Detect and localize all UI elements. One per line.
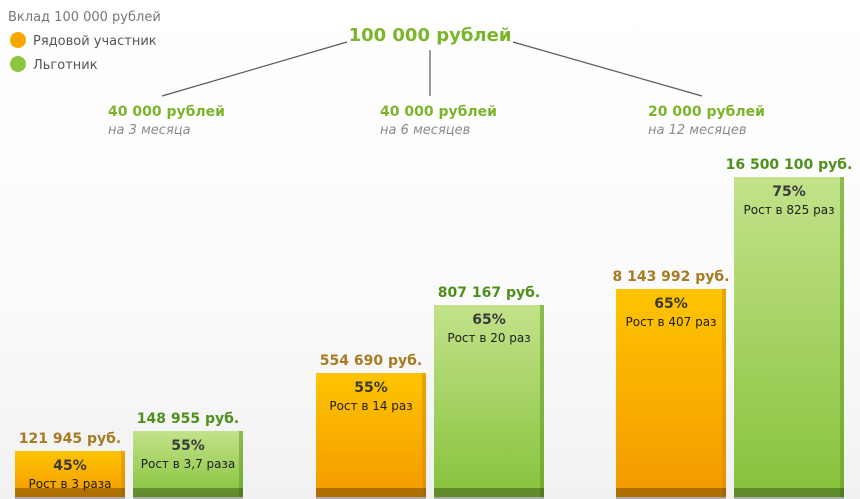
bar-regular-3 xyxy=(616,289,726,497)
value-label-regular-2: 554 690 руб. xyxy=(320,353,422,369)
bar-base-privileged-2 xyxy=(434,488,544,499)
connector-left xyxy=(161,41,348,97)
growth-label-regular-3: Рост в 407 раз xyxy=(626,315,717,329)
legend-swatch-green xyxy=(10,56,26,72)
bar-base-privileged-1 xyxy=(133,488,243,499)
value-label-privileged-1: 148 955 руб. xyxy=(137,411,239,427)
group-3-term: на 12 месяцев xyxy=(648,123,747,138)
legend-label-privileged: Льготник xyxy=(33,58,98,73)
legend-swatch-orange xyxy=(10,32,26,48)
growth-label-regular-1: Рост в 3 раза xyxy=(28,477,111,491)
percent-label-privileged-1: 55% xyxy=(171,438,205,454)
percent-label-regular-3: 65% xyxy=(654,296,688,312)
value-label-regular-1: 121 945 руб. xyxy=(19,431,121,447)
bar-edge-regular-2 xyxy=(422,373,426,497)
growth-label-privileged-1: Рост в 3,7 раза xyxy=(141,457,235,471)
value-label-regular-3: 8 143 992 руб. xyxy=(612,269,729,285)
bar-edge-privileged-2 xyxy=(540,305,544,497)
value-label-privileged-3: 16 500 100 руб. xyxy=(726,157,853,173)
bar-base-regular-2 xyxy=(316,488,426,499)
group-1-term: на 3 месяца xyxy=(108,123,191,138)
growth-label-privileged-3: Рост в 825 раз xyxy=(744,203,835,217)
value-label-privileged-2: 807 167 руб. xyxy=(438,285,540,301)
bar-edge-regular-3 xyxy=(722,289,726,497)
group-2-term: на 6 месяцев xyxy=(380,123,470,138)
percent-label-regular-2: 55% xyxy=(354,380,388,396)
bar-regular-1 xyxy=(15,451,125,497)
bar-base-privileged-3 xyxy=(734,488,844,499)
bar-base-regular-1 xyxy=(15,488,125,499)
growth-label-regular-2: Рост в 14 раз xyxy=(329,399,412,413)
connector-right xyxy=(512,41,703,97)
growth-label-privileged-2: Рост в 20 раз xyxy=(447,331,530,345)
group-3-amount: 20 000 рублей xyxy=(648,104,765,120)
percent-label-regular-1: 45% xyxy=(53,458,87,474)
bar-regular-2 xyxy=(316,373,426,497)
group-1-amount: 40 000 рублей xyxy=(108,104,225,120)
percent-label-privileged-2: 65% xyxy=(472,312,506,328)
bar-privileged-3 xyxy=(734,177,844,497)
bar-edge-privileged-3 xyxy=(840,177,844,497)
total-amount: 100 000 рублей xyxy=(349,25,512,46)
percent-label-privileged-3: 75% xyxy=(772,184,806,200)
group-2-amount: 40 000 рублей xyxy=(380,104,497,120)
bar-edge-regular-1 xyxy=(121,451,125,497)
bars-layer: 121 945 руб. 45% Рост в 3 раза 554 690 руб.… xyxy=(15,157,852,499)
legend-title: Вклад 100 000 рублей xyxy=(8,10,161,25)
bar-base-regular-3 xyxy=(616,488,726,499)
bar-edge-privileged-1 xyxy=(239,431,243,497)
legend-label-regular: Рядовой участник xyxy=(33,34,157,49)
bar-privileged-1 xyxy=(133,431,243,497)
bar-privileged-2 xyxy=(434,305,544,497)
